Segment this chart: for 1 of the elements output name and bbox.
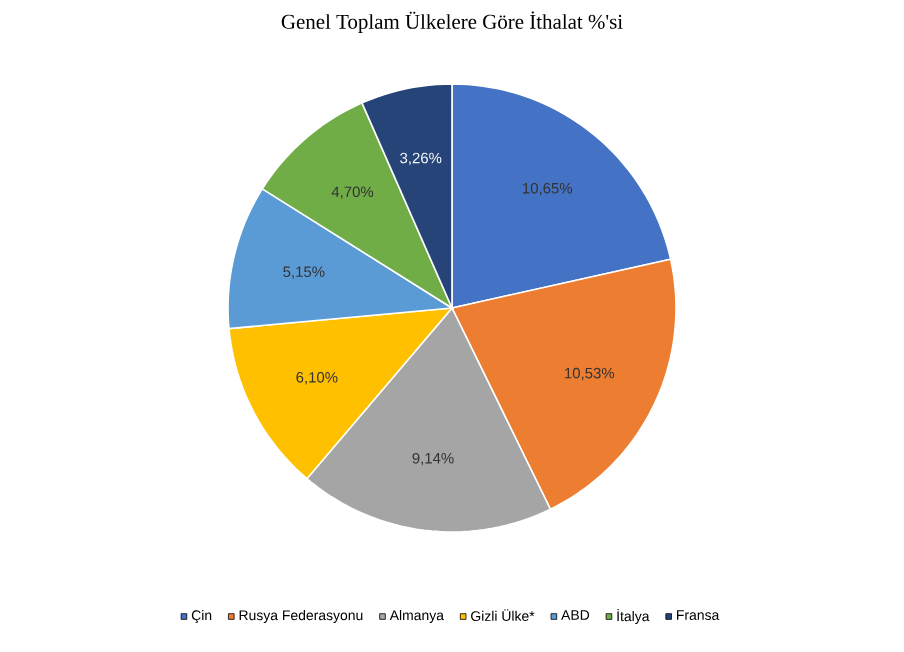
chart-title: Genel Toplam Ülkelere Göre İthalat %'si	[281, 11, 623, 34]
